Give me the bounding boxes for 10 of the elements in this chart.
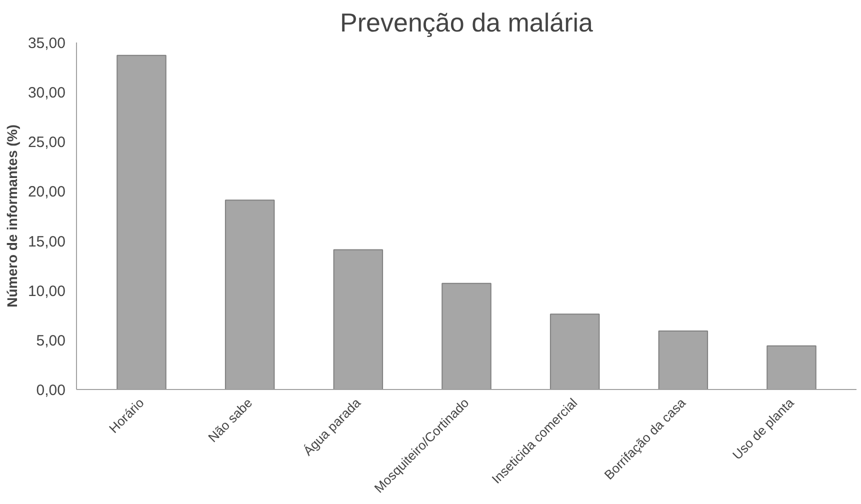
y-tick-label: 20,00 <box>28 184 66 201</box>
y-tick-label: 0,00 <box>36 382 66 399</box>
y-tick-label: 10,00 <box>28 282 66 300</box>
y-tick-label: 15,00 <box>28 233 66 250</box>
y-axis-title: Número de informantes (%) <box>4 124 20 308</box>
y-tick-label: 5,00 <box>36 332 66 350</box>
y-tick-label: 30,00 <box>28 84 66 102</box>
chart-title: Prevenção da malária <box>340 8 594 38</box>
y-tick-label: 35,00 <box>28 35 66 52</box>
y-tick-label: 25,00 <box>28 134 66 152</box>
